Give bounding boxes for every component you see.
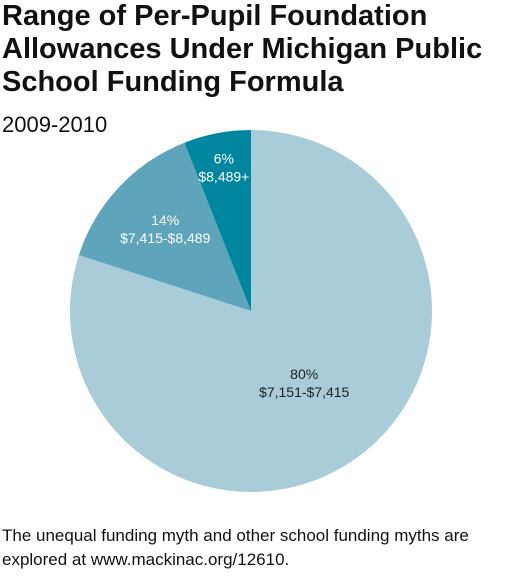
footnote: The unequal funding myth and other schoo… [2, 526, 469, 569]
slice-value-label: 80% [290, 366, 318, 382]
pie-slice [78, 142, 252, 311]
slice-value-label: 6% [214, 150, 234, 166]
slice-category-label: $8,489+ [198, 168, 249, 184]
pie-slice [70, 130, 433, 493]
slice-value-label: 14% [151, 212, 179, 228]
chart-subtitle: 2009-2010 [2, 112, 108, 137]
chart-title: Range of Per-Pupil Foundation Allowances… [2, 0, 483, 98]
slice-category-label: $7,151-$7,415 [259, 384, 350, 400]
pie-slice [184, 130, 251, 311]
slice-category-label: $7,415-$8,489 [120, 230, 211, 246]
